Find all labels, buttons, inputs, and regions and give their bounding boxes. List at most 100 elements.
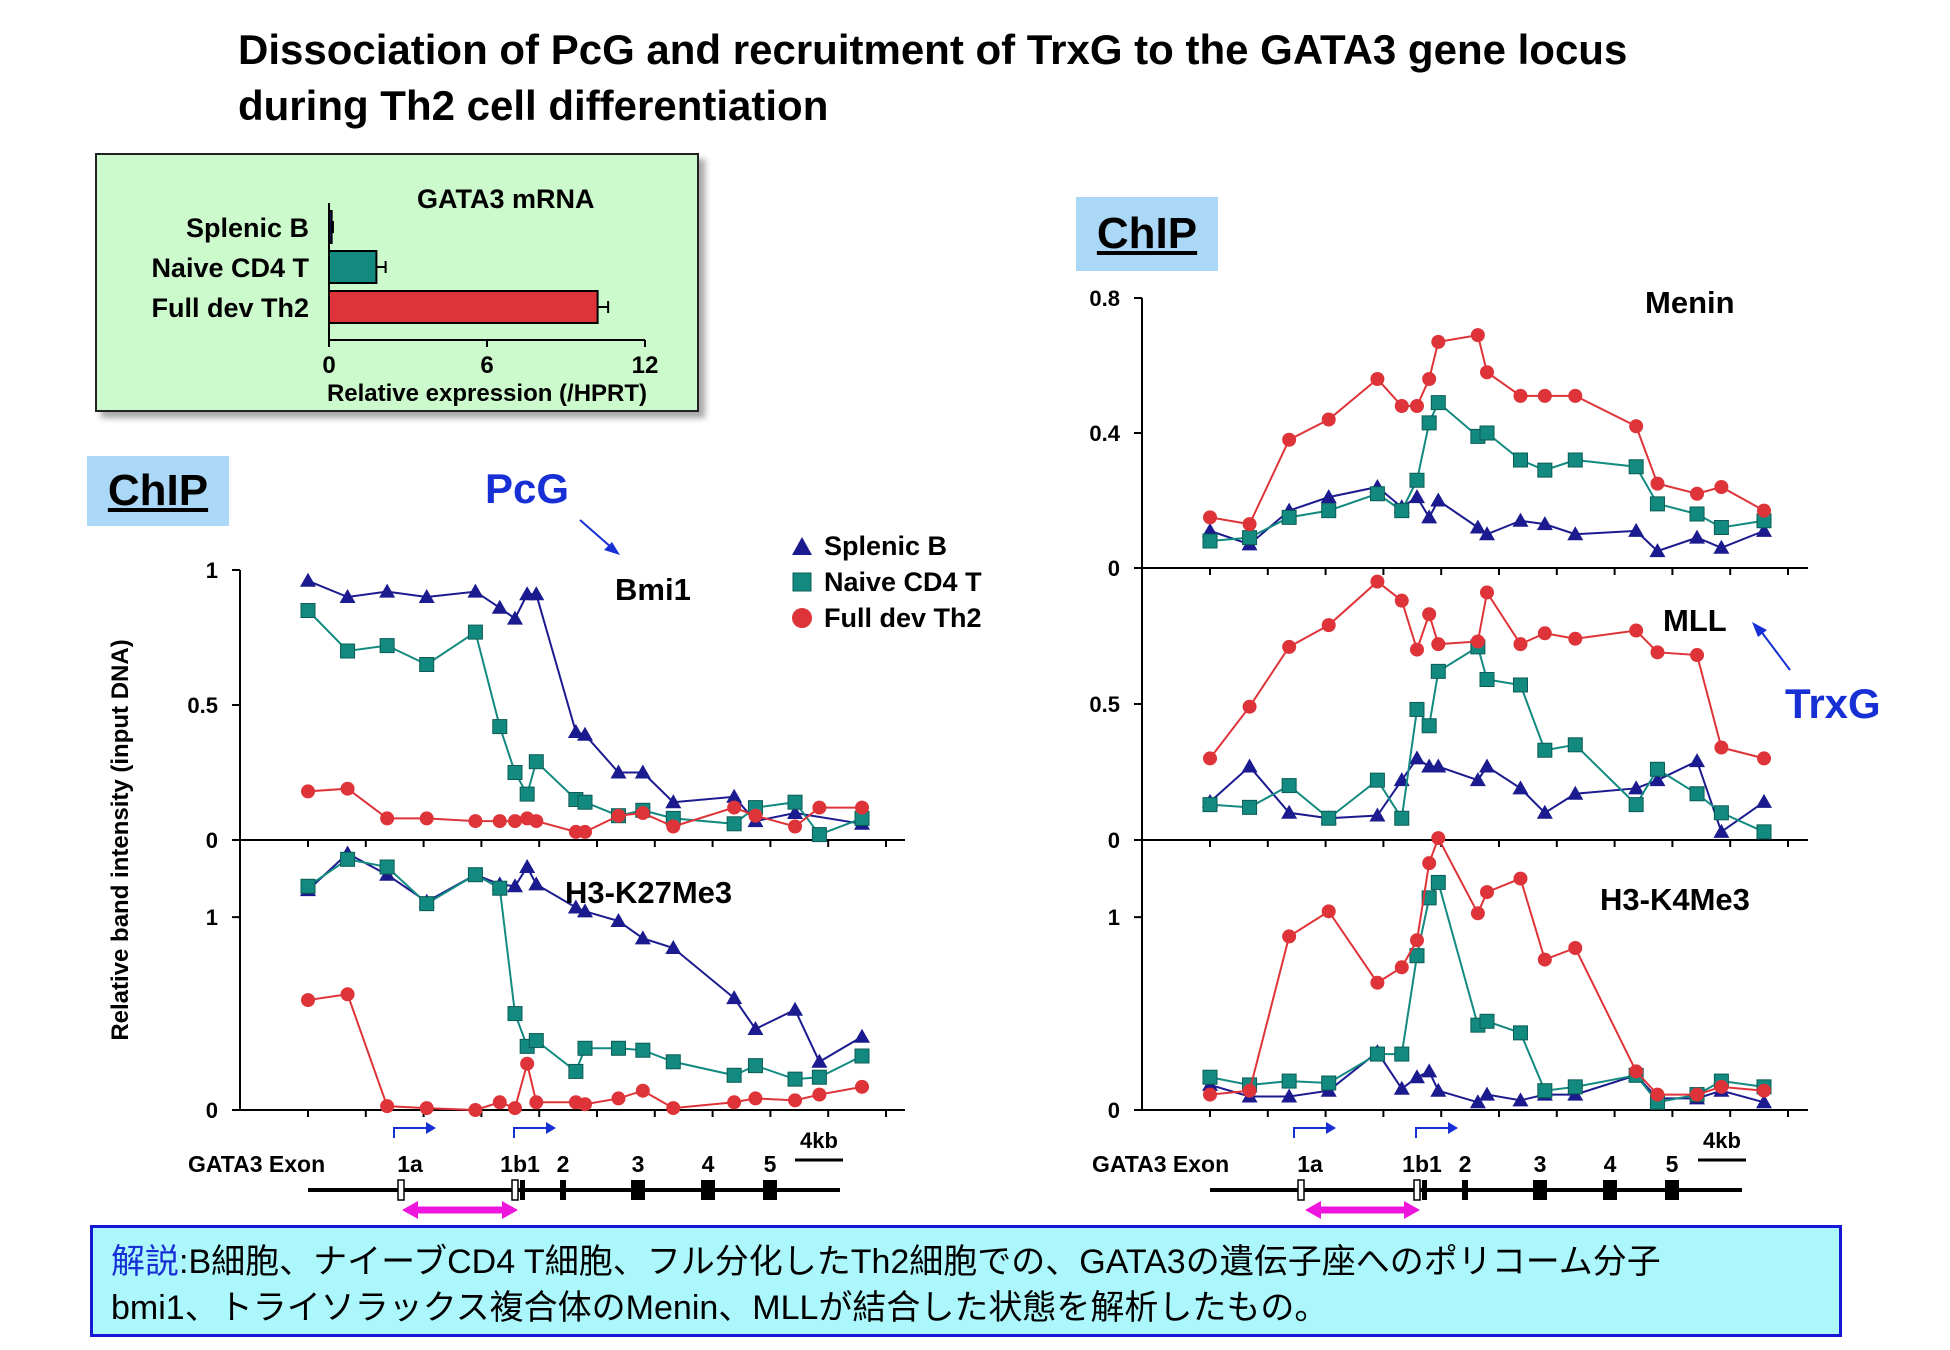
exon-box <box>1422 1180 1427 1200</box>
exon-label: 1b1 <box>500 1151 540 1177</box>
data-point <box>1242 799 1258 815</box>
data-point <box>1649 496 1665 512</box>
data-point <box>1242 1083 1257 1098</box>
data-point <box>1394 503 1410 519</box>
data-point <box>1431 637 1446 652</box>
data-point <box>788 1093 803 1108</box>
data-point <box>1567 452 1583 468</box>
data-point <box>787 1001 804 1016</box>
panel-title-h3k4me3: H3-K4Me3 <box>1600 882 1750 917</box>
figure-title-line1: Dissociation of PcG and recruitment of T… <box>238 26 1628 73</box>
data-point <box>1690 486 1705 501</box>
data-point <box>1649 543 1666 558</box>
data-point <box>301 784 315 799</box>
data-point <box>747 1021 764 1035</box>
data-point <box>1629 419 1644 434</box>
data-point <box>1470 328 1485 343</box>
data-point <box>787 794 803 810</box>
data-point <box>1513 637 1528 652</box>
exon-box <box>1297 1179 1305 1201</box>
data-point <box>519 859 536 873</box>
y-tick-label: 0.8 <box>1089 286 1120 311</box>
y-tick-label: 1 <box>1108 905 1120 930</box>
data-point <box>855 800 869 815</box>
data-point <box>1321 904 1336 919</box>
data-point <box>340 781 355 796</box>
data-point <box>1394 810 1410 826</box>
data-point <box>1568 631 1583 646</box>
data-point <box>1650 1087 1665 1102</box>
data-point <box>1567 526 1584 541</box>
data-point <box>1369 1046 1385 1062</box>
data-point <box>666 1101 681 1116</box>
data-point <box>1408 750 1425 765</box>
data-point <box>1757 751 1771 766</box>
data-point <box>1470 906 1485 921</box>
exon-label: 4 <box>1604 1151 1617 1177</box>
data-point <box>1713 823 1730 838</box>
scale-label: 4kb <box>1703 1128 1741 1153</box>
data-point <box>1537 742 1553 758</box>
data-point <box>1536 516 1553 531</box>
data-point <box>492 880 508 896</box>
data-point <box>1479 758 1495 773</box>
data-point <box>300 878 316 894</box>
data-point <box>665 794 682 809</box>
data-point <box>1628 797 1644 813</box>
bar-x-tick-label: 12 <box>632 352 659 379</box>
exon-box <box>397 1179 405 1201</box>
data-point <box>1430 1082 1447 1097</box>
data-point <box>300 603 316 618</box>
panel-title-menin: Menin <box>1645 285 1735 320</box>
data-point <box>1421 1063 1438 1078</box>
data-point <box>577 1040 593 1056</box>
data-point <box>300 572 316 587</box>
chart-panel-h3-k27me3: 01 <box>206 840 905 1123</box>
explanation-note: 解説:B細胞、ナイーブCD4 T細胞、フル分化したTh2細胞での、GATA3の遺… <box>90 1225 1842 1337</box>
y-tick-label: 1 <box>206 558 218 583</box>
data-point <box>1537 626 1552 641</box>
data-point <box>1513 388 1528 403</box>
chip-label-right: ChIP <box>1076 197 1218 271</box>
data-point <box>787 805 804 819</box>
data-point <box>1757 1083 1771 1098</box>
data-point <box>418 589 435 603</box>
data-point <box>1512 677 1528 693</box>
data-point <box>520 1056 535 1071</box>
data-point <box>577 726 593 741</box>
data-point <box>812 800 827 815</box>
exon-box <box>1533 1180 1547 1200</box>
y-tick-label: 0.4 <box>1089 421 1120 446</box>
data-point <box>1689 529 1706 544</box>
data-point <box>1421 718 1437 734</box>
data-point <box>1714 740 1729 755</box>
data-point <box>1568 941 1583 955</box>
data-point <box>1282 432 1297 447</box>
data-point <box>1470 634 1485 649</box>
exon-box <box>520 1180 525 1200</box>
gene-map-label: GATA3 Exon <box>188 1151 325 1177</box>
data-point <box>1628 522 1645 537</box>
data-point <box>1408 489 1425 504</box>
data-point <box>787 1071 803 1087</box>
data-point <box>610 913 627 927</box>
data-point <box>468 814 483 829</box>
y-tick-label: 0 <box>1108 828 1120 853</box>
data-point <box>1649 772 1666 787</box>
data-point <box>492 814 507 829</box>
data-point <box>380 811 395 826</box>
y-tick-label: 0 <box>206 1098 218 1123</box>
data-point <box>1242 699 1257 714</box>
panel-title-h3k27me3: H3-K27Me3 <box>565 875 733 910</box>
y-tick-label: 1 <box>206 905 218 930</box>
data-point <box>1321 412 1336 427</box>
y-tick-label: 0 <box>1108 1098 1120 1123</box>
note-heading: 解説 <box>111 1243 179 1281</box>
data-point <box>577 794 593 810</box>
data-point <box>1479 1013 1495 1029</box>
data-point <box>854 1028 870 1043</box>
data-point <box>419 657 435 672</box>
data-point <box>1537 462 1553 478</box>
data-point <box>726 816 742 832</box>
